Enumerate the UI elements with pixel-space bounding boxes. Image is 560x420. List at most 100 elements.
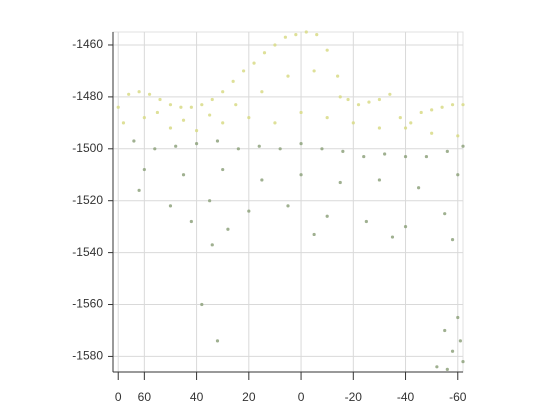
point (403, 225, 408, 229)
point (403, 126, 408, 130)
point (181, 118, 186, 122)
point (450, 349, 455, 353)
point (200, 103, 204, 107)
point (132, 139, 136, 143)
point (443, 212, 447, 216)
point (231, 79, 235, 83)
point (450, 238, 455, 242)
point (315, 32, 319, 37)
y-tick-label: -1580 (72, 349, 103, 363)
point (403, 154, 408, 159)
point (236, 147, 240, 151)
point (377, 178, 382, 182)
point (416, 186, 421, 190)
point (383, 152, 387, 156)
point (241, 69, 246, 73)
point (210, 243, 214, 247)
point (450, 103, 455, 107)
y-tick-label: -1540 (72, 245, 103, 259)
point (158, 97, 162, 102)
point (210, 97, 214, 102)
point (390, 235, 395, 239)
point (179, 105, 183, 109)
point (273, 121, 277, 125)
x-tick-label: 0 (298, 390, 305, 404)
point (456, 315, 460, 320)
point (283, 35, 287, 39)
point (325, 214, 329, 218)
point (338, 180, 342, 185)
point (419, 110, 423, 115)
point (424, 154, 429, 159)
point (137, 188, 141, 192)
point (247, 116, 251, 120)
point (456, 173, 460, 177)
point (168, 126, 173, 130)
point (443, 328, 447, 333)
point (458, 339, 462, 343)
point (153, 147, 157, 151)
point (435, 365, 439, 369)
point (294, 32, 298, 37)
plot-frame (112, 31, 464, 373)
point (461, 144, 465, 148)
point (221, 90, 225, 94)
point (262, 51, 267, 55)
point (252, 61, 256, 65)
point (147, 92, 152, 96)
point (409, 121, 413, 125)
point (356, 103, 361, 107)
point (194, 129, 199, 133)
point (273, 43, 277, 47)
point (247, 209, 251, 213)
point (351, 121, 355, 125)
point (430, 131, 434, 135)
point (398, 116, 402, 120)
point (260, 90, 264, 94)
point (312, 69, 316, 73)
point (155, 110, 160, 115)
x-tick-label: -20 (345, 390, 363, 404)
point (461, 103, 465, 107)
point (189, 105, 193, 109)
x-tick-label: 60 (138, 390, 152, 404)
point (221, 167, 225, 172)
point (445, 367, 449, 372)
point (215, 339, 220, 343)
point (215, 139, 220, 143)
x-tick-label: 20 (242, 390, 256, 404)
point (346, 97, 350, 102)
point (121, 121, 126, 125)
x-tick-label: 0 (115, 390, 122, 404)
point (286, 74, 290, 78)
point (445, 149, 449, 153)
point (234, 103, 238, 107)
point (364, 219, 368, 224)
point (260, 178, 264, 182)
point (208, 199, 212, 203)
point (137, 90, 141, 94)
y-tick-label: -1460 (72, 37, 103, 51)
point (278, 147, 282, 151)
y-tick-label: -1480 (72, 89, 103, 103)
point (304, 30, 308, 34)
point (299, 110, 303, 115)
x-tick-label: -60 (449, 390, 467, 404)
point (461, 360, 465, 364)
point (168, 103, 173, 107)
point (181, 173, 186, 177)
point (221, 121, 225, 125)
point (257, 144, 261, 148)
point (194, 142, 199, 146)
point (338, 95, 342, 99)
point (142, 167, 146, 172)
point (320, 147, 324, 151)
point (286, 204, 290, 208)
point (377, 97, 382, 102)
point (325, 116, 329, 120)
point (377, 126, 382, 130)
point (168, 204, 173, 208)
y-tick-label: -1560 (72, 297, 103, 311)
point (116, 105, 120, 109)
